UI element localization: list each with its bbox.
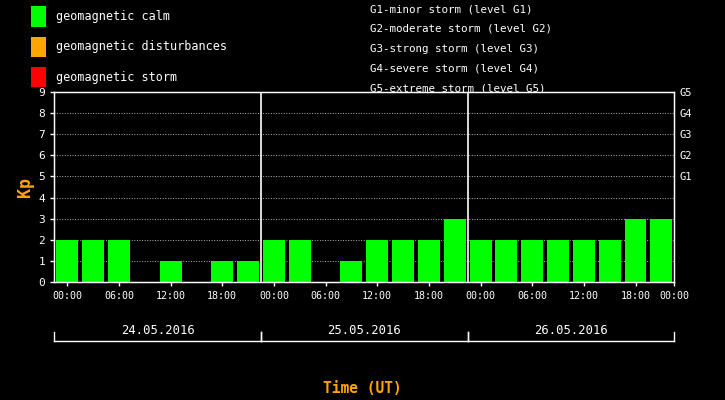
Text: G3-strong storm (level G3): G3-strong storm (level G3) [370,44,539,54]
Bar [547,240,569,282]
Text: 26.05.2016: 26.05.2016 [534,324,608,336]
Bar [573,240,594,282]
Text: geomagnetic calm: geomagnetic calm [57,10,170,23]
Text: G4-severe storm (level G4): G4-severe storm (level G4) [370,64,539,74]
Text: geomagnetic disturbances: geomagnetic disturbances [57,40,227,54]
Bar [82,240,104,282]
Bar [263,240,285,282]
Y-axis label: Kp: Kp [17,177,34,197]
Text: G2-moderate storm (level G2): G2-moderate storm (level G2) [370,24,552,34]
Bar [237,261,259,282]
Bar [289,240,311,282]
Bar [211,261,233,282]
Bar [30,67,46,88]
Bar [444,219,465,282]
Bar [160,261,181,282]
Text: 25.05.2016: 25.05.2016 [328,324,401,336]
Bar [521,240,543,282]
Bar [57,240,78,282]
Text: geomagnetic storm: geomagnetic storm [57,71,178,84]
Bar [341,261,362,282]
Text: G1-minor storm (level G1): G1-minor storm (level G1) [370,4,532,14]
Bar [495,240,518,282]
Bar [599,240,621,282]
Bar [108,240,130,282]
Bar [366,240,388,282]
Bar [418,240,440,282]
Text: G5-extreme storm (level G5): G5-extreme storm (level G5) [370,83,545,93]
Bar [470,240,492,282]
Bar [624,219,647,282]
Text: 24.05.2016: 24.05.2016 [121,324,194,336]
Bar [30,37,46,57]
Bar [650,219,672,282]
Text: Time (UT): Time (UT) [323,381,402,396]
Bar [30,6,46,27]
Bar [392,240,414,282]
